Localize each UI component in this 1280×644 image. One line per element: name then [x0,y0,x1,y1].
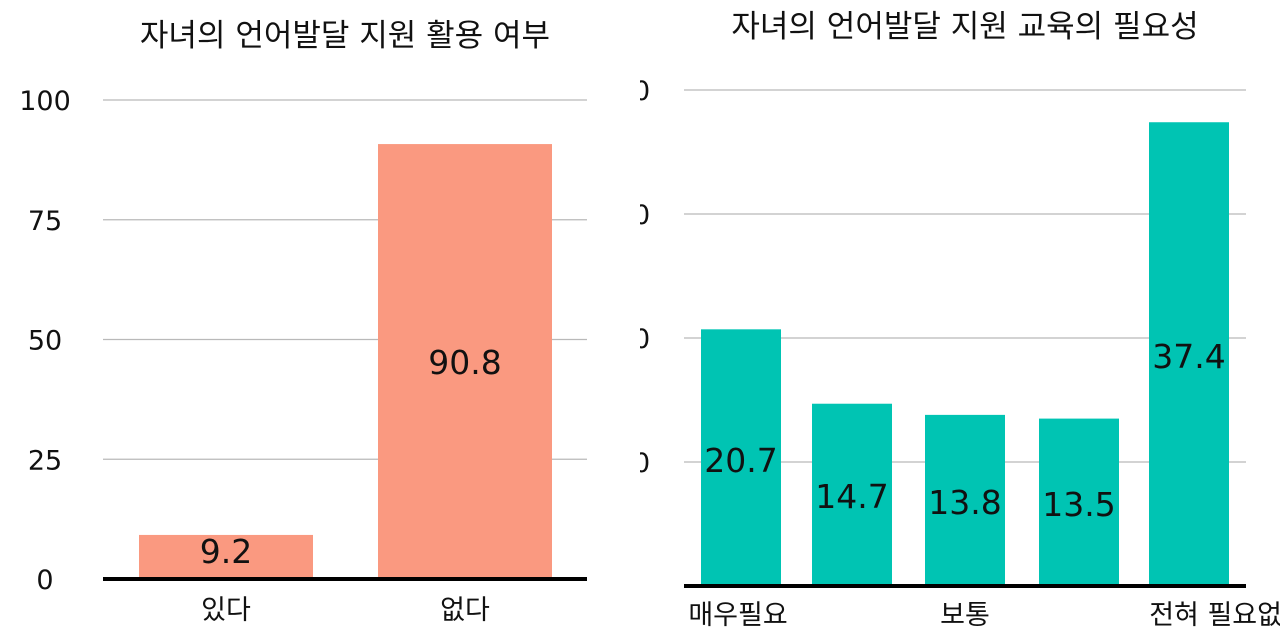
y-tick-label: 40 [640,76,650,107]
x-category-label: 없다 [440,595,490,626]
y-tick-label: 20 [640,324,650,355]
bar [701,329,781,586]
bar [1149,122,1229,587]
y-tick-label: 0 [640,572,642,603]
y-tick-label: 30 [640,200,650,231]
y-tick-label: 75 [28,206,62,237]
bar-value-label: 20.7 [704,441,777,480]
y-tick-label: 25 [28,445,62,476]
bar-value-label: 37.4 [1152,337,1225,376]
bar [925,414,1005,586]
x-category-label: 매우필요 [688,600,787,631]
y-tick-label: 100 [19,86,71,117]
chart-title: 자녀의 언어발달 지원 활용 여부 [140,18,550,54]
chart-title: 자녀의 언어발달 지원 교육의 필요성 [731,9,1198,45]
bar [139,534,313,579]
chart-usage-svg: 자녀의 언어발달 지원 활용 여부 0 25 50 75 100 9.2 있다 90.8 없다 [19,18,587,626]
x-category-label: 전혀 필요없음 [1149,600,1280,631]
bar-value-label: 90.8 [428,343,501,382]
chart-necessity: 자녀의 언어발달 지원 교육의 필요성 0 10 20 30 40 20.7 매우필요 14.… [640,0,1280,644]
bar-value-label: 13.5 [1042,485,1115,524]
bar-value-label: 13.8 [928,483,1001,522]
bar [812,403,892,586]
chart-usage: 자녀의 언어발달 지원 활용 여부 0 25 50 75 100 9.2 있다 90.8 없다 [19,18,587,626]
bar-value-label: 9.2 [200,532,252,571]
bar [1039,418,1119,586]
y-tick-label: 50 [28,326,62,357]
bar [378,144,552,579]
y-tick-label: 10 [640,448,650,479]
x-category-label: 있다 [201,595,251,626]
chart-necessity-svg: 자녀의 언어발달 지원 교육의 필요성 0 10 20 30 40 20.7 매우필요 14.… [640,9,1280,631]
x-category-label: 보통 [940,600,990,631]
y-tick-label: 0 [36,565,53,596]
bar-value-label: 14.7 [815,477,888,516]
